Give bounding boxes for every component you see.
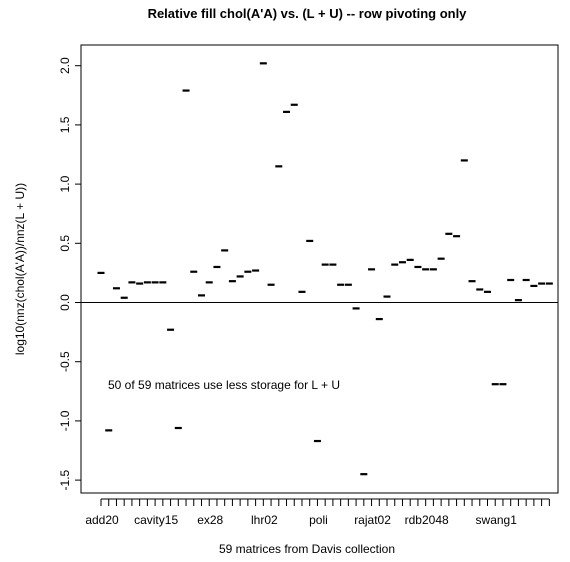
y-tick-label: 1.0 <box>58 175 72 192</box>
x-tick-label: add20 <box>85 513 119 527</box>
y-tick-label: -1.5 <box>58 469 72 490</box>
x-tick-label: rdb2048 <box>405 513 449 527</box>
x-tick-label: rajat02 <box>354 513 391 527</box>
data-points <box>97 62 553 476</box>
x-axis: add20 cavity15 ex28 lhr02 poli rajat02 rdb2048… <box>85 498 550 527</box>
annotation: 50 of 59 matrices use less storage for L… <box>108 378 340 392</box>
y-tick-label: 1.5 <box>58 116 72 133</box>
y-tick-label: 2.0 <box>58 57 72 74</box>
x-tick-label: swang1 <box>476 513 518 527</box>
x-axis-label: 59 matrices from Davis collection <box>219 542 395 556</box>
y-tick-label: -0.5 <box>58 351 72 372</box>
x-tick-label: poli <box>309 513 328 527</box>
x-tick-label: ex28 <box>197 513 223 527</box>
x-tick-label: lhr02 <box>251 513 278 527</box>
y-axis-label: log10(nnz(chol(A'A))/nnz(L + U)) <box>13 183 27 355</box>
y-tick-label: 0.5 <box>58 235 72 252</box>
chart-title: Relative fill chol(A'A) vs. (L + U) -- r… <box>148 6 468 21</box>
y-tick-label: 0.0 <box>58 294 72 311</box>
x-tick-label: cavity15 <box>134 513 178 527</box>
y-axis: -1.5 -1.0 -0.5 0.0 0.5 1.0 1.5 2.0 <box>58 57 81 490</box>
plot-frame <box>80 44 559 494</box>
y-tick-label: -1.0 <box>58 410 72 431</box>
